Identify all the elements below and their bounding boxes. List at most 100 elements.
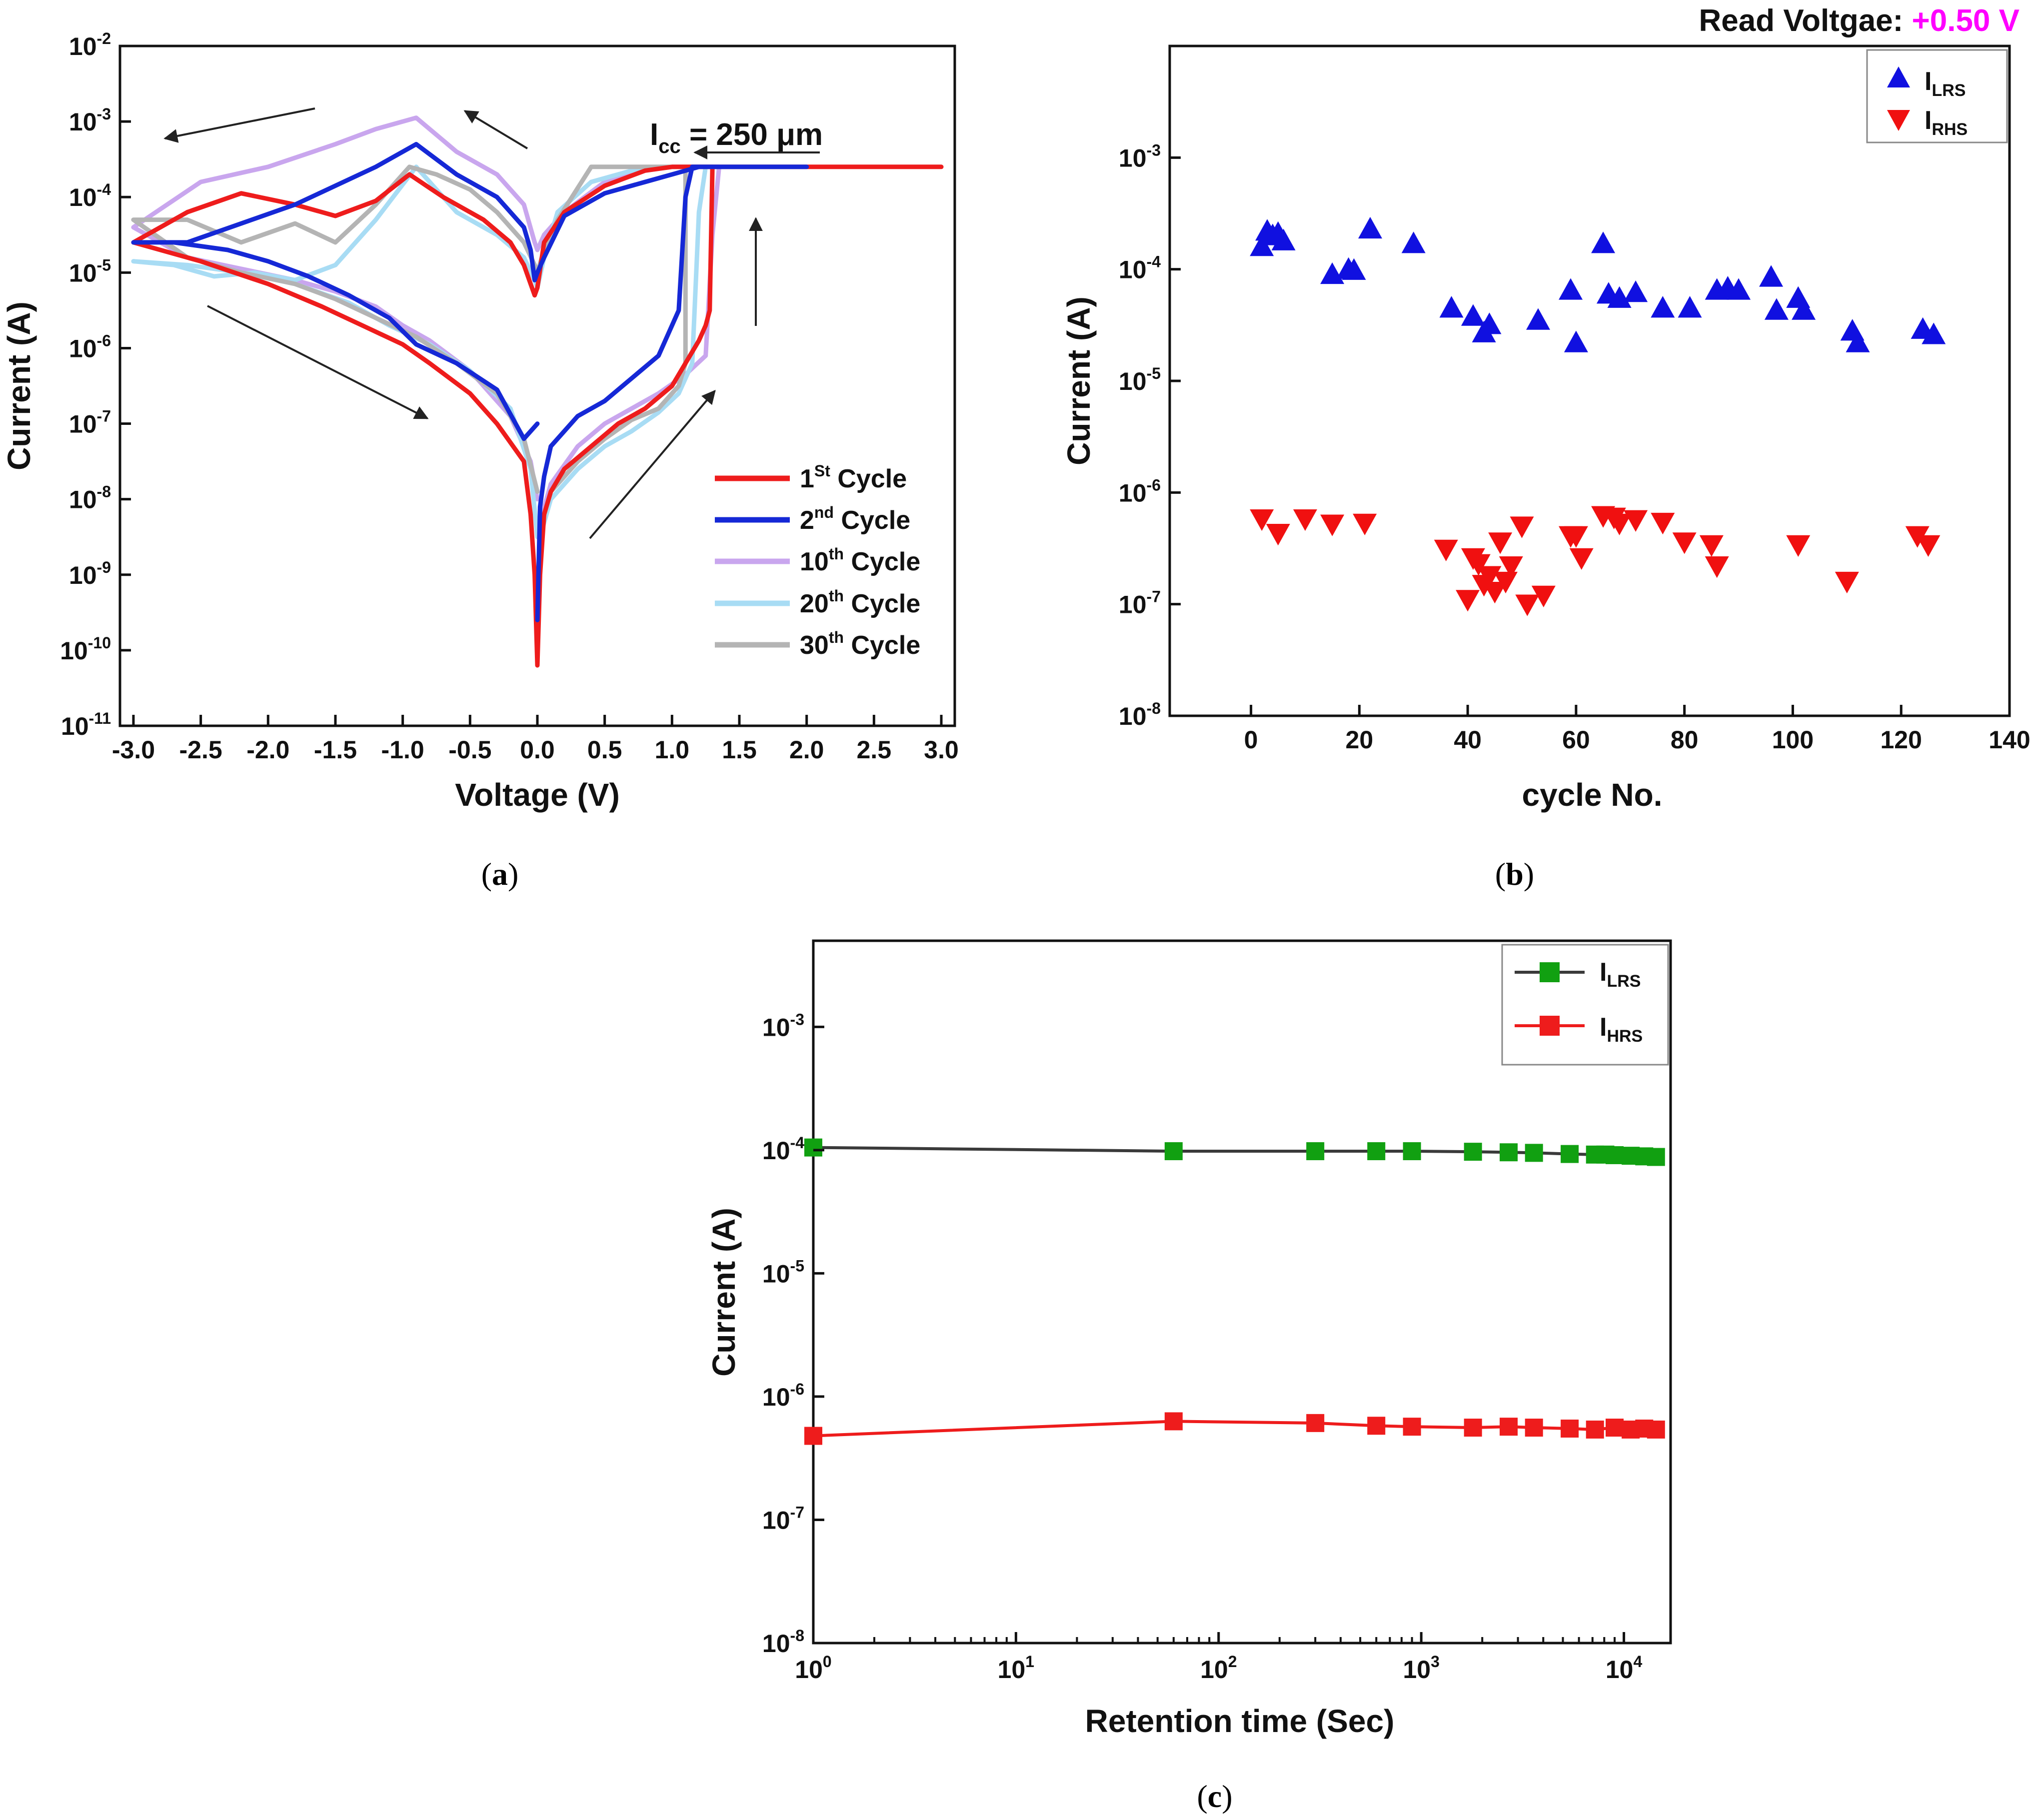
sweep-direction-arrows [163,107,820,539]
lrs-point [1624,280,1648,302]
legend-entry-cycle30: 30th Cycle [715,628,920,660]
hrs-point [1488,532,1513,554]
panel-b-y-tick-label: 10-7 [1119,588,1161,619]
panel-a-y-tick-label: 10-2 [69,29,111,60]
lrs-point [1564,330,1588,352]
lrs-point [1607,286,1632,308]
legend-entry-lrs-c: ILRS [1515,958,1641,991]
hrs-retention-point [1647,1420,1665,1439]
hrs-retention-point [1606,1419,1624,1437]
lrs-point [1678,296,1702,318]
lrs-point [1439,296,1464,318]
hrs-retention-point [1525,1419,1543,1437]
panel-a-y-tick-label: 10-8 [69,483,111,514]
lrs-retention-point [1403,1142,1421,1161]
panel-a-x-tick-label: 1.0 [655,736,690,764]
hrs-point [1607,513,1632,535]
panel-b-y-tick-label: 10-3 [1119,141,1161,172]
panel-a-x-tick-label: 1.5 [722,736,757,764]
icc-annotation-main: I [650,117,658,152]
hrs-point [1564,526,1588,548]
lrs-retention-point [1500,1143,1518,1162]
hrs-retention-point [1367,1417,1386,1435]
hrs-retention-point [1403,1418,1421,1436]
panel-a-x-tick-label: -2.0 [246,736,289,764]
legend-entry-hrs-b: IRHS [1887,106,1968,139]
panel-a-x-tick-label: -2.5 [179,736,222,764]
panel-a-y-tick-label: 10-3 [69,105,111,136]
legend-entry-cycle2: 2nd Cycle [715,503,910,535]
lrs-retention-point [1367,1142,1386,1161]
panel-c-x-ticks: 100 101 102 103 104 [795,1632,1642,1684]
panel-c-frame [812,939,1672,1645]
panel-a-iv-curves: 10-11 10-10 10-9 10-8 10-7 10-6 10-5 10-4 10-3 10… [1,29,959,892]
panel-c-legend-box [1501,944,1669,1066]
panel-a-x-tick-label: 0.0 [520,736,555,764]
panel-b-y-tick-label: 10-4 [1119,253,1161,284]
lrs-point [1846,330,1870,352]
legend-label-cycle30: 30th Cycle [800,628,920,660]
hrs-point [1353,513,1377,535]
hrs-point [1320,514,1345,536]
hrs-point [1672,532,1697,554]
panel-b-x-label: cycle No. [1522,777,1662,813]
legend-entry-hrs-c: IHRS [1515,1013,1643,1046]
hrs-point [1456,590,1480,612]
hrs-point [1250,509,1274,531]
panel-b-caption: (b) [1495,856,1534,892]
panel-b-x-tick-label: 80 [1671,726,1699,754]
arrow-upper-mid [463,110,528,149]
panel-c-x-tick-label: 104 [1606,1653,1643,1684]
lrs-point [1250,234,1274,256]
lrs-point [1651,296,1675,318]
hrs-point [1510,516,1534,538]
panel-a-curves [131,115,944,668]
legend-marker-lrs-c [1540,962,1560,982]
icc-annotation-rest: = 250 μm [681,117,823,152]
legend-label-cycle1: 1St Cycle [800,462,907,493]
lrs-point [1358,216,1383,239]
legend-entry-cycle10: 10th Cycle [715,545,920,576]
hrs-retention-point [1164,1412,1183,1431]
panel-c-y-tick-label: 10-5 [762,1257,804,1288]
panel-a-y-tick-label: 10-5 [69,256,111,287]
panel-a-x-tick-label: -3.0 [112,736,155,764]
panel-a-caption: (a) [481,856,519,892]
hrs-point [1651,512,1675,535]
read-voltage-value: +0.50 V [1912,3,2020,38]
lrs-retention-point [1306,1142,1325,1161]
arrow-lower-left [207,305,429,419]
lrs-point [1271,228,1296,250]
hrs-point [1699,535,1724,557]
panel-a-x-tick-label: 2.5 [857,736,892,764]
iv-curve-cycle20 [131,164,708,539]
panel-c-retention: 10-8 10-7 10-6 10-5 10-4 10-3 100 101 102 103 104… [706,939,1672,1814]
panel-c-x-tick-label: 101 [998,1653,1034,1684]
lrs-point [1526,308,1551,330]
arrow-lower-right [589,389,716,539]
lrs-point [1591,231,1616,253]
panel-b-y-tick-label: 10-8 [1119,699,1161,730]
hrs-point [1835,571,1859,594]
panel-a-x-tick-label: -0.5 [448,736,491,764]
panel-b-x-tick-label: 100 [1772,726,1814,754]
panel-b-x-tick-label: 120 [1881,726,1922,754]
iv-curve-cycle30 [131,164,715,532]
iv-curve-cycle1 [131,164,944,668]
legend-label-cycle10: 10th Cycle [800,545,920,576]
panel-b-y-ticks: 10-8 10-7 10-6 10-5 10-4 10-3 [1119,141,1181,730]
hrs-point [1531,585,1556,607]
panel-b-x-tick-label: 40 [1454,726,1482,754]
panel-c-x-label: Retention time (Sec) [1085,1703,1395,1739]
panel-b-y-tick-label: 10-6 [1119,476,1161,507]
hrs-point [1624,510,1648,532]
hrs-retention-point [1500,1418,1518,1436]
lrs-retention-point [1525,1144,1543,1162]
panel-a-x-tick-label: 3.0 [924,736,959,764]
panel-b-frame [1168,44,2011,717]
read-voltage-text: Read Voltgae: [1699,3,1912,38]
panel-c-y-ticks: 10-8 10-7 10-6 10-5 10-4 10-3 [762,1010,824,1658]
panel-b-y-tick-label: 10-5 [1119,364,1161,395]
panel-c-caption: (c) [1197,1779,1232,1814]
